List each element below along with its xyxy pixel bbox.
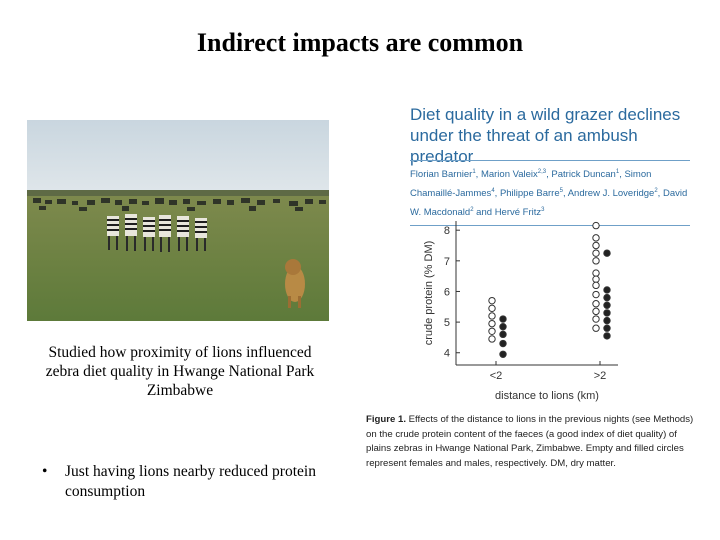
female-point <box>592 300 600 308</box>
male-point <box>603 316 611 325</box>
male-point <box>499 330 507 339</box>
figure-caption: Figure 1. Effects of the distance to lio… <box>366 413 704 471</box>
scatter-plot: 4 5 6 7 8 <2 >2 distance to lions (km) crude pro… <box>418 215 628 410</box>
female-point <box>592 315 600 323</box>
female-point <box>488 335 496 343</box>
female-point <box>592 324 600 332</box>
male-point <box>499 323 507 331</box>
female-point <box>592 221 600 230</box>
female-point <box>488 296 496 305</box>
male-point <box>499 350 507 358</box>
y-tick-label: 8 <box>444 225 450 237</box>
female-point <box>592 234 600 242</box>
female-point <box>488 304 496 313</box>
female-point <box>592 307 600 316</box>
author-name: Andrew J. Loveridge2 <box>567 188 658 200</box>
female-point <box>592 249 600 257</box>
author-name: Patrick Duncan1 <box>551 169 620 181</box>
female-point <box>592 241 600 250</box>
male-point <box>603 286 611 294</box>
bullet-dot: • <box>42 463 48 480</box>
female-point <box>592 275 600 283</box>
male-point <box>603 301 611 309</box>
slide-title: Indirect impacts are common <box>196 28 524 57</box>
y-tick-label: 7 <box>444 256 450 268</box>
x-tick-label: <2 <box>490 370 503 382</box>
author-name: Hervé Fritz3 <box>494 207 545 219</box>
male-point <box>499 339 507 348</box>
female-point <box>592 281 600 290</box>
male-point <box>603 249 611 257</box>
female-point <box>488 327 496 335</box>
figure-caption-text: Effects of the distance to lions in the … <box>366 414 694 469</box>
zebras-and-lion-photo <box>27 120 329 321</box>
male-point <box>603 324 611 332</box>
bullet-text: Just having lions nearby reduced protein… <box>65 463 316 500</box>
y-tick-label: 5 <box>444 317 450 329</box>
male-point <box>603 309 611 317</box>
y-axis-label: crude protein (% DM) <box>423 241 435 346</box>
photo-caption: Studied how proximity of lions influence… <box>45 344 315 399</box>
figure-label: Figure 1. <box>366 414 406 425</box>
male-point <box>603 293 611 302</box>
x-axis-label: distance to lions (km) <box>495 390 599 402</box>
male-point <box>499 315 507 323</box>
female-point <box>488 312 496 320</box>
author-name: Marion Valeix2,3 <box>480 169 547 181</box>
female-point <box>592 269 600 277</box>
y-tick-label: 4 <box>444 348 450 360</box>
author-name: Florian Barnier1 <box>410 169 476 181</box>
paper-title: Diet quality in a wild grazer declines u… <box>410 105 681 166</box>
author-name: Simon Chamaillé-Jammes4 <box>410 169 652 200</box>
y-tick-label: 6 <box>444 286 450 298</box>
bullet-item: • Just having lions nearby reduced prote… <box>42 462 332 502</box>
female-point <box>488 319 496 328</box>
male-point <box>603 332 611 340</box>
female-point <box>592 257 600 265</box>
female-point <box>592 290 600 299</box>
author-name: David W. Macdonald2 <box>410 188 688 219</box>
x-tick-label: >2 <box>594 370 607 382</box>
author-name: Philippe Barre5 <box>499 188 563 200</box>
paper-authors: Florian Barnier1, Marion Valeix2,3, Patr… <box>410 160 690 227</box>
